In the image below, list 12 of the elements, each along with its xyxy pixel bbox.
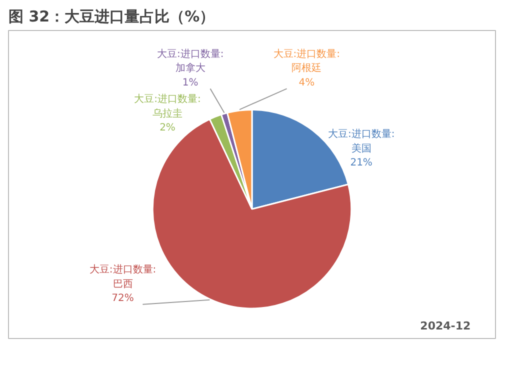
slice-label: 大豆:进口数量:巴西 xyxy=(89,264,156,290)
data-label: 1% xyxy=(182,77,198,88)
chart-title: 图 32：大豆进口量占比（%） xyxy=(8,8,215,26)
data-label: 2% xyxy=(160,122,176,134)
data-label: 72% xyxy=(112,293,134,304)
slice-label: 大豆:进口数量:乌拉圭 xyxy=(134,92,201,120)
text: 2024-12 xyxy=(420,319,471,332)
slice-label: 大豆:进口数量:阿根廷 xyxy=(273,48,340,74)
slice-label: 大豆:进口数量:美国 xyxy=(328,128,395,154)
slice-label: 大豆:进口数量:加拿大 xyxy=(157,48,224,74)
data-label: 4% xyxy=(298,77,315,88)
data-label: 21% xyxy=(350,158,372,169)
